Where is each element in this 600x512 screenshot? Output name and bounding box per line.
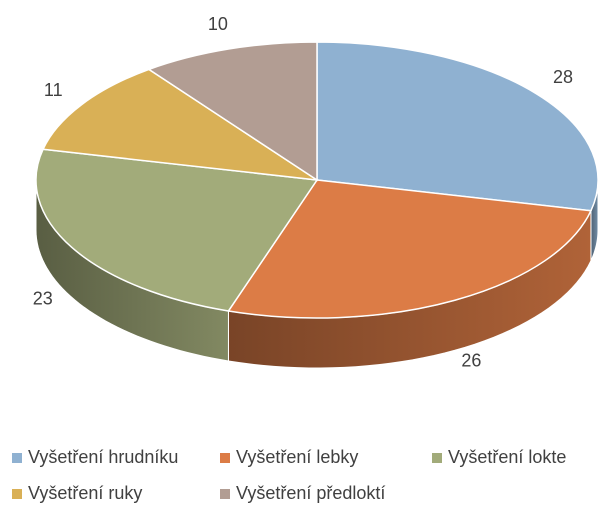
pie-slice: [227, 179, 593, 319]
legend-label: Vyšetření ruky: [28, 483, 142, 503]
pie-slice: [316, 41, 599, 212]
data-label: 10: [208, 14, 228, 34]
pie-slice: [35, 148, 319, 312]
pie-slice: [147, 41, 318, 182]
legend-swatch: [220, 489, 230, 499]
legend-swatch: [12, 453, 22, 463]
legend-swatch: [12, 489, 22, 499]
data-label: 26: [461, 351, 481, 371]
legend-swatch: [432, 453, 442, 463]
legend-label: Vyšetření předloktí: [236, 483, 385, 503]
legend-label: Vyšetření hrudníku: [28, 447, 178, 467]
data-label: 23: [33, 289, 53, 309]
legend-label: Vyšetření lokte: [448, 447, 566, 467]
pie-slice: [41, 68, 318, 181]
data-label: 11: [44, 80, 63, 100]
data-label: 28: [553, 67, 573, 87]
legend-label: Vyšetření lebky: [236, 447, 358, 467]
legend-swatch: [220, 453, 230, 463]
